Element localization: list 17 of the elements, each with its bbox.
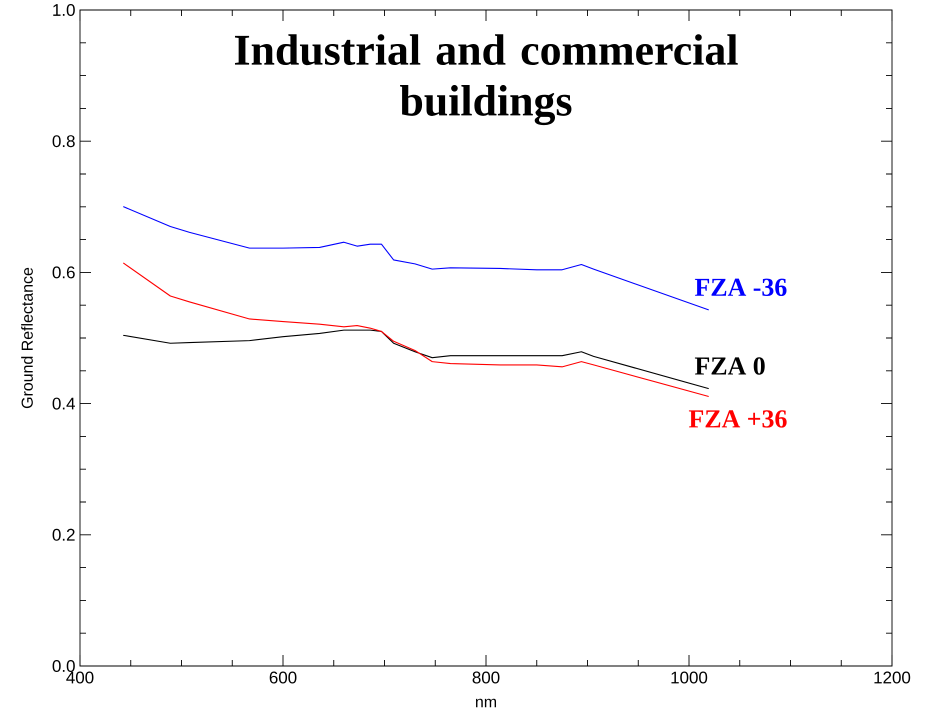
y-tick-label: 1.0 <box>53 4 75 16</box>
x-tick-label: 400 <box>66 672 94 684</box>
x-tick-label: 1000 <box>671 672 708 684</box>
x-tick-label: 600 <box>270 672 296 684</box>
text: Industrial and commercial buildings <box>234 34 738 126</box>
series-label: FZA +36 <box>688 410 787 428</box>
x-axis-title: nm <box>476 698 496 708</box>
series-label: FZA 0 <box>694 357 765 375</box>
y-tick-label: 0.8 <box>52 135 75 148</box>
y-tick-label: 0.0 <box>52 660 75 672</box>
y-tick-label: 0.2 <box>52 528 75 541</box>
series-label: FZA -36 <box>694 278 787 296</box>
y-tick-label: 0.6 <box>52 266 75 278</box>
y-tick-label: 0.4 <box>52 398 75 410</box>
x-tick-label: 1200 <box>874 672 910 684</box>
x-tick-label: 800 <box>472 672 500 684</box>
y-axis-title: Ground Reflectance <box>21 268 33 408</box>
